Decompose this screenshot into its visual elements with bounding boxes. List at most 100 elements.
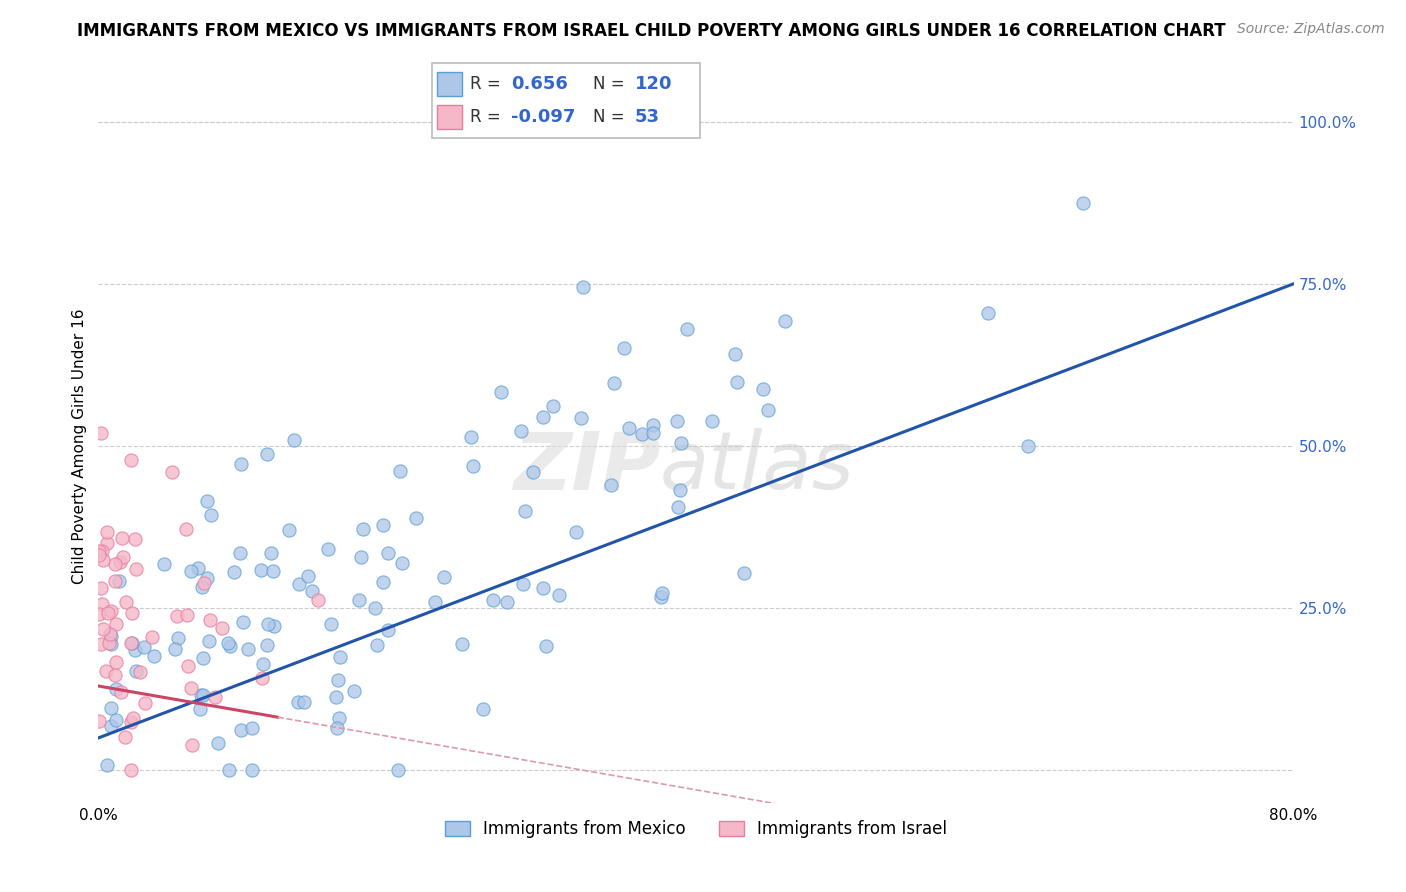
Point: [124, 532, 146, 546]
Point: [1017, 439, 1039, 453]
Point: [613, 341, 636, 355]
Point: [114, 595, 136, 609]
Point: [307, 593, 329, 607]
Point: [510, 424, 533, 438]
FancyBboxPatch shape: [437, 71, 461, 95]
Point: [107, 574, 129, 588]
Point: [262, 564, 284, 578]
Point: [522, 465, 544, 479]
Point: [121, 711, 143, 725]
Point: [125, 562, 148, 576]
Point: [121, 636, 143, 650]
Point: [87, 714, 110, 729]
Point: [100, 700, 122, 714]
Text: Source: ZipAtlas.com: Source: ZipAtlas.com: [1237, 22, 1385, 37]
FancyBboxPatch shape: [437, 105, 461, 129]
Point: [100, 637, 122, 651]
Point: [110, 685, 132, 699]
Text: R =: R =: [470, 108, 501, 126]
Point: [238, 641, 260, 656]
Point: [543, 399, 565, 413]
Point: [229, 546, 252, 560]
Point: [134, 696, 156, 710]
Point: [217, 635, 239, 649]
Point: [188, 702, 211, 716]
FancyBboxPatch shape: [432, 63, 700, 137]
Text: 0.656: 0.656: [512, 75, 568, 93]
Point: [631, 427, 654, 442]
Point: [240, 721, 263, 735]
Point: [651, 586, 673, 600]
Point: [534, 639, 557, 653]
Point: [666, 500, 689, 514]
Point: [425, 595, 447, 609]
Point: [207, 736, 229, 750]
Point: [176, 607, 198, 622]
Point: [180, 681, 202, 695]
Point: [90, 581, 112, 595]
Text: R =: R =: [470, 75, 501, 93]
Point: [301, 583, 323, 598]
Text: ZIP: ZIP: [513, 428, 661, 507]
Point: [193, 651, 215, 665]
Point: [96, 525, 118, 540]
Point: [104, 558, 127, 572]
Point: [180, 564, 202, 578]
Point: [513, 503, 536, 517]
Point: [283, 433, 305, 447]
Point: [250, 672, 273, 686]
Point: [364, 601, 387, 615]
Point: [218, 639, 240, 653]
Point: [619, 420, 641, 434]
Point: [603, 376, 626, 390]
Point: [377, 623, 399, 637]
Point: [121, 606, 143, 620]
Point: [496, 595, 519, 609]
Point: [288, 577, 311, 591]
Point: [250, 563, 273, 577]
Point: [163, 641, 186, 656]
Point: [93, 552, 115, 566]
Point: [166, 608, 188, 623]
Point: [195, 493, 218, 508]
Point: [350, 549, 373, 564]
Point: [260, 546, 283, 560]
Point: [460, 430, 482, 444]
Point: [977, 306, 1000, 320]
Point: [193, 575, 215, 590]
Point: [96, 758, 118, 772]
Point: [104, 655, 127, 669]
Point: [229, 723, 252, 738]
Point: [773, 314, 796, 328]
Point: [114, 731, 136, 745]
Point: [373, 517, 395, 532]
Point: [112, 549, 135, 564]
Point: [471, 702, 494, 716]
Point: [349, 593, 371, 607]
Point: [204, 690, 226, 704]
Point: [724, 347, 747, 361]
Point: [104, 667, 127, 681]
Point: [89, 607, 111, 622]
Point: [211, 621, 233, 635]
Point: [104, 714, 127, 728]
Point: [725, 376, 748, 390]
Point: [512, 576, 534, 591]
Point: [177, 658, 200, 673]
Point: [343, 684, 366, 698]
Point: [733, 566, 755, 581]
Point: [174, 522, 197, 536]
Point: [263, 619, 285, 633]
Point: [450, 637, 472, 651]
Point: [153, 557, 176, 571]
Point: [366, 638, 388, 652]
Point: [316, 541, 339, 556]
Point: [292, 695, 315, 709]
Point: [162, 465, 184, 479]
Point: [377, 546, 399, 560]
Point: [90, 597, 112, 611]
Text: 53: 53: [634, 108, 659, 126]
Text: -0.097: -0.097: [512, 108, 575, 126]
Point: [752, 382, 775, 396]
Point: [90, 425, 112, 440]
